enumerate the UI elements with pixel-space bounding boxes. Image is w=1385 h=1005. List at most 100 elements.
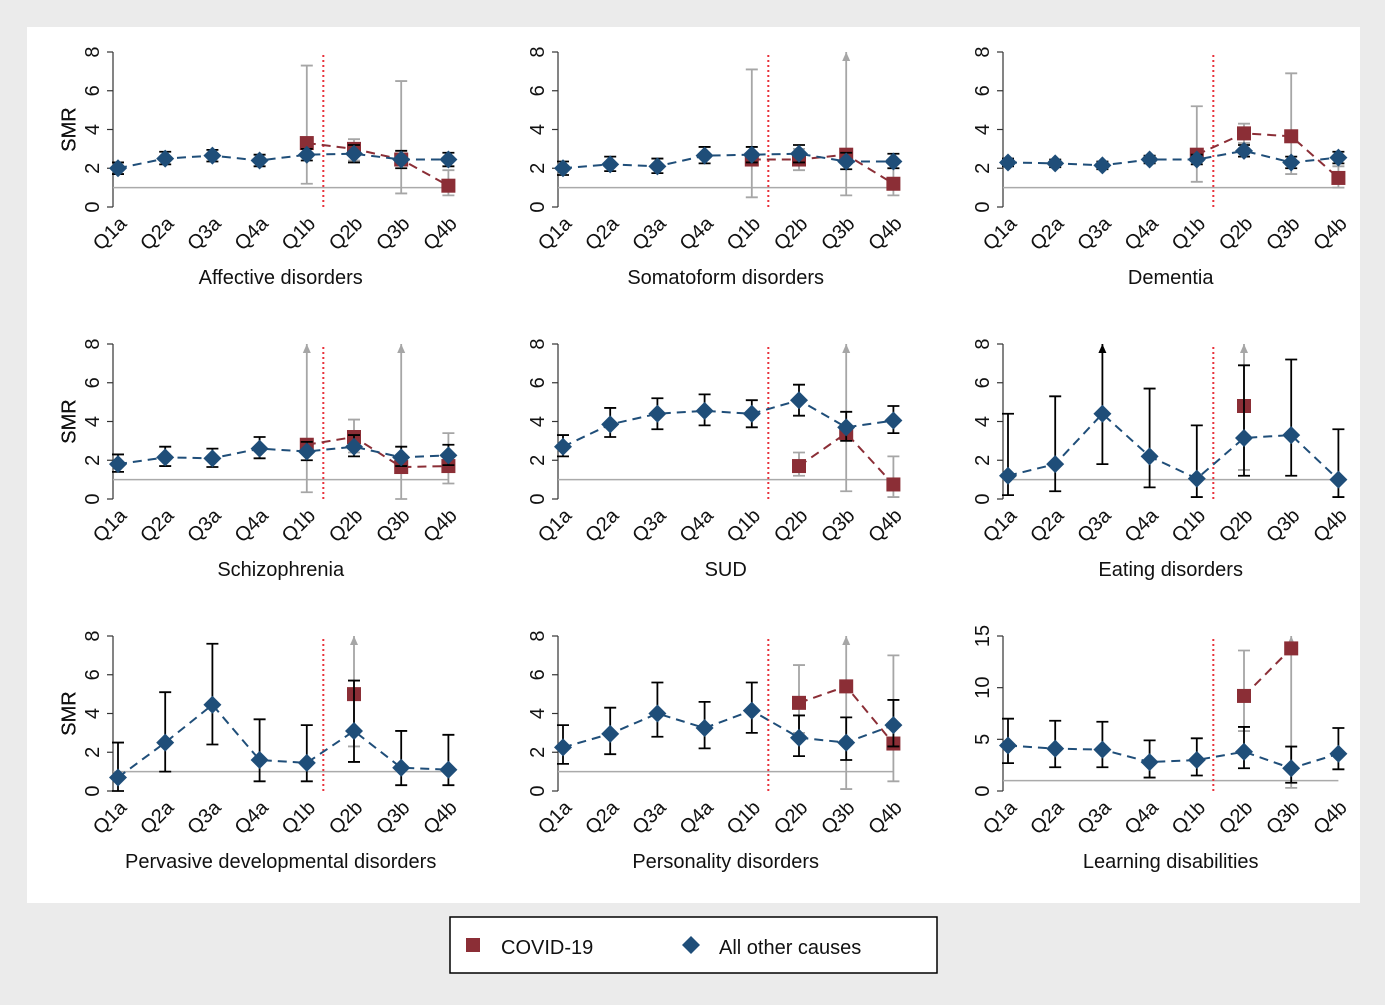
y-tick-label: 4 bbox=[527, 416, 549, 427]
marker bbox=[250, 751, 269, 769]
marker bbox=[886, 176, 901, 191]
marker bbox=[1187, 150, 1206, 169]
y-tick-label: 6 bbox=[527, 669, 549, 680]
marker bbox=[156, 448, 175, 467]
marker bbox=[156, 149, 175, 168]
y-tick-label: 8 bbox=[527, 338, 549, 349]
y-tick-label: 2 bbox=[527, 455, 549, 466]
y-axis-label: SMR bbox=[58, 691, 80, 735]
marker bbox=[1284, 129, 1299, 144]
series-line bbox=[306, 142, 449, 187]
marker bbox=[1187, 751, 1206, 769]
marker bbox=[203, 695, 222, 714]
series-line bbox=[117, 445, 449, 466]
y-tick-label: 4 bbox=[972, 416, 994, 427]
y-tick-label: 8 bbox=[82, 630, 104, 641]
marker bbox=[156, 733, 175, 752]
series-line bbox=[798, 431, 895, 486]
y-tick-label: 6 bbox=[527, 377, 549, 388]
error-arrow bbox=[1240, 344, 1248, 353]
y-tick-label: 8 bbox=[527, 46, 549, 57]
y-tick-label: 0 bbox=[82, 201, 104, 212]
marker bbox=[441, 459, 456, 474]
marker bbox=[601, 155, 620, 174]
y-tick-label: 2 bbox=[82, 163, 104, 174]
legend-label: All other causes bbox=[719, 937, 861, 959]
marker bbox=[554, 738, 572, 757]
panel-title: SUD bbox=[705, 559, 747, 581]
error-arrow bbox=[350, 636, 358, 645]
marker bbox=[392, 758, 411, 777]
panel-title: Eating disorders bbox=[1098, 559, 1243, 581]
series-line bbox=[751, 153, 894, 185]
y-tick-label: 0 bbox=[527, 493, 549, 504]
error-bar bbox=[1285, 358, 1298, 477]
marker bbox=[1093, 156, 1112, 175]
marker bbox=[439, 150, 458, 169]
y-axis-label: SMR bbox=[58, 691, 80, 735]
series-line bbox=[1243, 647, 1292, 697]
marker bbox=[554, 159, 572, 178]
marker bbox=[742, 404, 761, 423]
marker bbox=[109, 159, 127, 178]
marker bbox=[837, 733, 856, 752]
marker bbox=[884, 411, 903, 430]
y-tick-label: 8 bbox=[527, 630, 549, 641]
marker bbox=[345, 144, 363, 163]
marker bbox=[1140, 447, 1159, 466]
error-bar bbox=[395, 80, 408, 195]
y-axis-label: SMR bbox=[58, 691, 80, 735]
y-tick-label: 8 bbox=[82, 46, 104, 57]
series-line bbox=[562, 152, 894, 170]
y-tick-label: 2 bbox=[972, 455, 994, 466]
y-tick-label: 0 bbox=[972, 785, 994, 796]
error-arrow bbox=[397, 344, 406, 353]
series-line bbox=[117, 703, 449, 779]
marker bbox=[742, 145, 761, 164]
marker bbox=[695, 719, 714, 738]
marker bbox=[1140, 150, 1159, 169]
marker bbox=[790, 144, 808, 163]
marker bbox=[1093, 404, 1112, 423]
marker bbox=[884, 716, 903, 735]
marker bbox=[439, 446, 458, 465]
y-tick-label: 0 bbox=[972, 493, 994, 504]
panel-title: Personality disorders bbox=[632, 851, 819, 873]
y-tick-label: 6 bbox=[82, 669, 104, 680]
marker bbox=[601, 415, 620, 434]
marker bbox=[1282, 153, 1301, 172]
marker bbox=[394, 460, 409, 475]
y-axis-label: SMR bbox=[58, 107, 80, 151]
error-bar bbox=[1190, 105, 1203, 183]
marker bbox=[1284, 641, 1299, 656]
marker bbox=[441, 178, 456, 193]
panel-title: Pervasive developmental disorders bbox=[125, 851, 436, 873]
marker bbox=[1282, 759, 1301, 778]
marker bbox=[999, 736, 1017, 755]
marker bbox=[792, 459, 806, 474]
y-tick-label: 2 bbox=[82, 747, 104, 758]
y-tick-label: 4 bbox=[82, 124, 104, 135]
marker bbox=[790, 391, 808, 410]
y-tick-label: 10 bbox=[972, 677, 994, 699]
y-tick-label: 8 bbox=[82, 338, 104, 349]
plot-region bbox=[27, 27, 1360, 903]
error-arrow bbox=[302, 344, 311, 353]
marker bbox=[1140, 753, 1159, 772]
marker bbox=[1282, 426, 1301, 445]
marker bbox=[439, 760, 458, 779]
y-tick-label: 15 bbox=[972, 625, 994, 647]
marker bbox=[999, 466, 1017, 485]
marker bbox=[109, 455, 127, 474]
error-bar bbox=[300, 64, 313, 185]
marker bbox=[601, 724, 620, 743]
y-tick-label: 4 bbox=[972, 124, 994, 135]
error-bar bbox=[840, 52, 853, 197]
y-tick-label: 4 bbox=[82, 416, 104, 427]
marker bbox=[648, 157, 667, 176]
y-tick-label: 4 bbox=[82, 708, 104, 719]
legend-label: COVID-19 bbox=[501, 937, 593, 959]
series-line bbox=[1196, 132, 1340, 179]
error-bar bbox=[253, 718, 266, 783]
